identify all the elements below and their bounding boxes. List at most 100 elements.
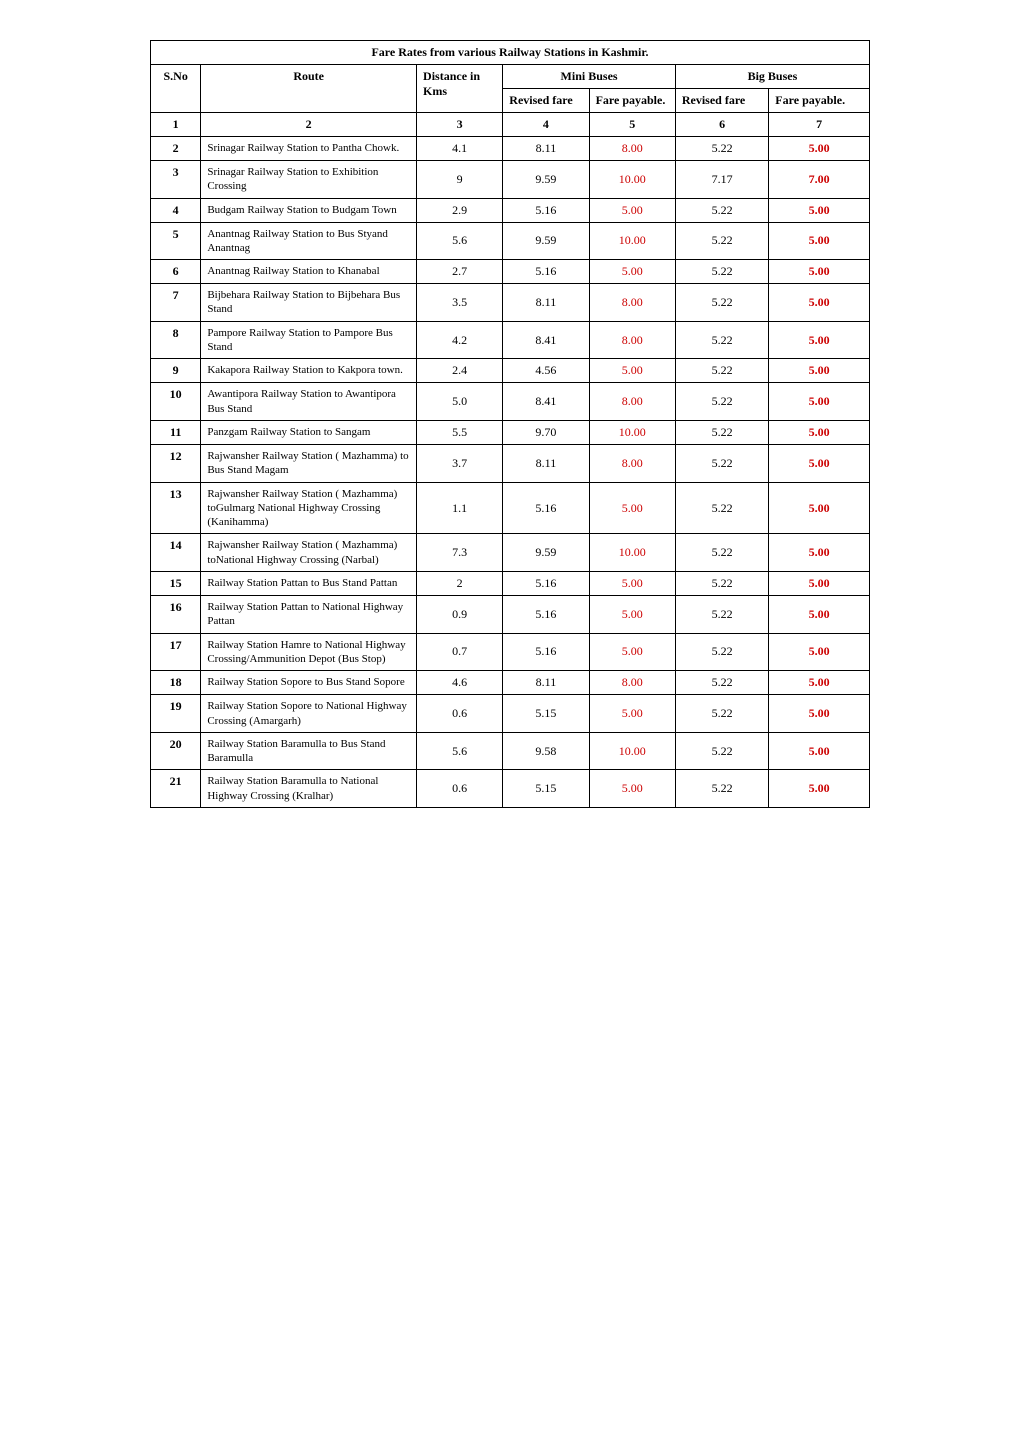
colnum-7: 7	[769, 113, 870, 137]
cell-sno: 11	[151, 420, 201, 444]
cell-route: Pampore Railway Station to Pampore Bus S…	[201, 321, 417, 359]
cell-big-revised: 7.17	[675, 161, 768, 199]
cell-distance: 2.9	[417, 198, 503, 222]
cell-big-revised: 5.22	[675, 695, 768, 733]
cell-route: Railway Station Pattan to Bus Stand Patt…	[201, 572, 417, 596]
cell-big-payable: 5.00	[769, 260, 870, 284]
table-row: 19Railway Station Sopore to National Hig…	[151, 695, 870, 733]
table-row: 10Awantipora Railway Station to Awantipo…	[151, 383, 870, 421]
cell-sno: 17	[151, 633, 201, 671]
cell-big-payable: 5.00	[769, 359, 870, 383]
cell-mini-payable: 10.00	[589, 161, 675, 199]
cell-sno: 18	[151, 671, 201, 695]
cell-mini-revised: 5.16	[503, 572, 589, 596]
cell-sno: 12	[151, 444, 201, 482]
cell-mini-payable: 5.00	[589, 633, 675, 671]
cell-mini-payable: 10.00	[589, 732, 675, 770]
cell-mini-revised: 5.16	[503, 198, 589, 222]
cell-big-revised: 5.22	[675, 222, 768, 260]
cell-mini-payable: 8.00	[589, 137, 675, 161]
table-row: 13Rajwansher Railway Station ( Mazhamma)…	[151, 482, 870, 534]
col-distance: Distance in Kms	[417, 65, 503, 113]
cell-route: Srinagar Railway Station to Exhibition C…	[201, 161, 417, 199]
table-row: 4Budgam Railway Station to Budgam Town2.…	[151, 198, 870, 222]
cell-distance: 0.6	[417, 695, 503, 733]
cell-big-revised: 5.22	[675, 596, 768, 634]
cell-mini-revised: 9.70	[503, 420, 589, 444]
cell-sno: 10	[151, 383, 201, 421]
cell-distance: 4.6	[417, 671, 503, 695]
cell-mini-payable: 8.00	[589, 383, 675, 421]
cell-mini-payable: 5.00	[589, 770, 675, 808]
table-row: 16Railway Station Pattan to National Hig…	[151, 596, 870, 634]
table-row: 3Srinagar Railway Station to Exhibition …	[151, 161, 870, 199]
cell-mini-revised: 5.16	[503, 482, 589, 534]
cell-big-revised: 5.22	[675, 284, 768, 322]
colnum-4: 4	[503, 113, 589, 137]
cell-mini-revised: 5.16	[503, 596, 589, 634]
cell-mini-payable: 10.00	[589, 222, 675, 260]
cell-mini-revised: 9.59	[503, 534, 589, 572]
cell-mini-payable: 5.00	[589, 596, 675, 634]
cell-big-revised: 5.22	[675, 671, 768, 695]
cell-route: Rajwansher Railway Station ( Mazhamma) t…	[201, 444, 417, 482]
cell-big-revised: 5.22	[675, 633, 768, 671]
cell-route: Kakapora Railway Station to Kakpora town…	[201, 359, 417, 383]
cell-sno: 14	[151, 534, 201, 572]
cell-sno: 4	[151, 198, 201, 222]
cell-big-revised: 5.22	[675, 482, 768, 534]
cell-sno: 15	[151, 572, 201, 596]
col-big-revised: Revised fare	[675, 89, 768, 113]
cell-route: Railway Station Hamre to National Highwa…	[201, 633, 417, 671]
cell-mini-payable: 10.00	[589, 420, 675, 444]
cell-big-payable: 5.00	[769, 222, 870, 260]
cell-mini-payable: 5.00	[589, 572, 675, 596]
cell-mini-payable: 8.00	[589, 321, 675, 359]
cell-mini-revised: 8.11	[503, 137, 589, 161]
cell-sno: 8	[151, 321, 201, 359]
cell-route: Railway Station Baramulla to Bus Stand B…	[201, 732, 417, 770]
cell-mini-payable: 8.00	[589, 671, 675, 695]
table-row: 20Railway Station Baramulla to Bus Stand…	[151, 732, 870, 770]
fare-table: Fare Rates from various Railway Stations…	[150, 40, 870, 808]
colnum-2: 2	[201, 113, 417, 137]
cell-mini-payable: 8.00	[589, 444, 675, 482]
cell-distance: 5.6	[417, 222, 503, 260]
colnum-6: 6	[675, 113, 768, 137]
cell-big-revised: 5.22	[675, 420, 768, 444]
cell-sno: 2	[151, 137, 201, 161]
cell-route: Awantipora Railway Station to Awantipora…	[201, 383, 417, 421]
cell-sno: 13	[151, 482, 201, 534]
cell-mini-payable: 5.00	[589, 260, 675, 284]
cell-sno: 16	[151, 596, 201, 634]
table-row: 12Rajwansher Railway Station ( Mazhamma)…	[151, 444, 870, 482]
col-route: Route	[201, 65, 417, 113]
col-mini-payable: Fare payable.	[589, 89, 675, 113]
cell-sno: 7	[151, 284, 201, 322]
cell-route: Bijbehara Railway Station to Bijbehara B…	[201, 284, 417, 322]
cell-route: Anantnag Railway Station to Bus Styand A…	[201, 222, 417, 260]
table-row: 21Railway Station Baramulla to National …	[151, 770, 870, 808]
cell-big-payable: 5.00	[769, 671, 870, 695]
cell-mini-payable: 5.00	[589, 198, 675, 222]
col-mini-revised: Revised fare	[503, 89, 589, 113]
colnum-5: 5	[589, 113, 675, 137]
cell-route: Railway Station Baramulla to National Hi…	[201, 770, 417, 808]
table-row: 11Panzgam Railway Station to Sangam5.59.…	[151, 420, 870, 444]
cell-big-revised: 5.22	[675, 572, 768, 596]
cell-distance: 4.1	[417, 137, 503, 161]
cell-big-payable: 5.00	[769, 321, 870, 359]
col-big-payable: Fare payable.	[769, 89, 870, 113]
cell-distance: 5.0	[417, 383, 503, 421]
cell-big-payable: 5.00	[769, 695, 870, 733]
fare-tbody: 2Srinagar Railway Station to Pantha Chow…	[151, 137, 870, 808]
cell-distance: 4.2	[417, 321, 503, 359]
cell-big-revised: 5.22	[675, 770, 768, 808]
table-row: 9Kakapora Railway Station to Kakpora tow…	[151, 359, 870, 383]
cell-mini-revised: 8.11	[503, 671, 589, 695]
cell-big-revised: 5.22	[675, 198, 768, 222]
col-sno: S.No	[151, 65, 201, 113]
cell-big-payable: 5.00	[769, 444, 870, 482]
cell-big-payable: 7.00	[769, 161, 870, 199]
cell-mini-payable: 5.00	[589, 695, 675, 733]
